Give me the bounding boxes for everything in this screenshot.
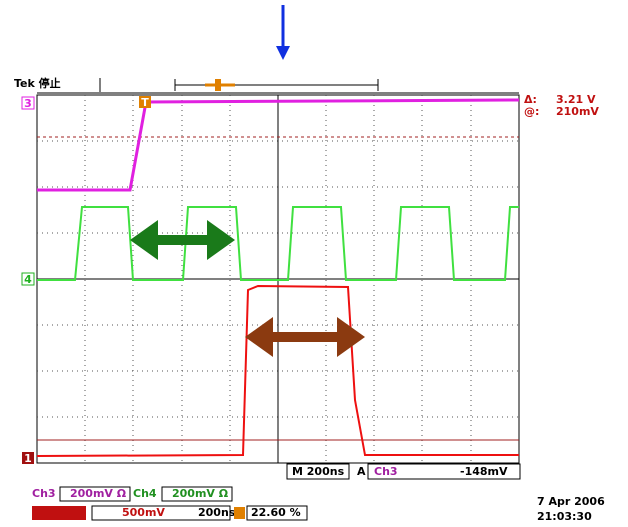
scope-screenshot: Tek 停止 3 4 1 T Δ: 3.21 V @: 21	[0, 0, 628, 527]
clock: 21:03:30	[537, 510, 592, 523]
timebase: M 200ns	[292, 465, 345, 478]
trigger-level: -148mV	[460, 465, 508, 478]
ch4-scale: 200mV Ω	[172, 487, 229, 500]
trigger-mode: A	[357, 465, 366, 478]
ch3-scale: 200mV Ω	[70, 487, 127, 500]
status: Tek 停止	[14, 76, 61, 90]
record-time: 200ns	[198, 506, 236, 519]
ch3-marker: 3	[24, 97, 32, 110]
ch4-name: Ch4	[133, 487, 157, 500]
at-label: @:	[524, 105, 539, 118]
record-position: 22.60 %	[251, 506, 301, 519]
marker-box	[234, 507, 245, 519]
ch1-marker: 1	[24, 452, 32, 465]
ch1-scale: 500mV	[122, 506, 165, 519]
trigger-marker: T	[141, 96, 149, 109]
record-bar	[37, 78, 519, 93]
ch3-name: Ch3	[32, 487, 56, 500]
trigger-source: Ch3	[374, 465, 398, 478]
at-value: 210mV	[556, 105, 599, 118]
blue-arrow	[276, 5, 290, 60]
date: 7 Apr 2006	[537, 495, 605, 508]
ch4-marker: 4	[24, 273, 32, 286]
ch1-badge	[32, 506, 86, 520]
